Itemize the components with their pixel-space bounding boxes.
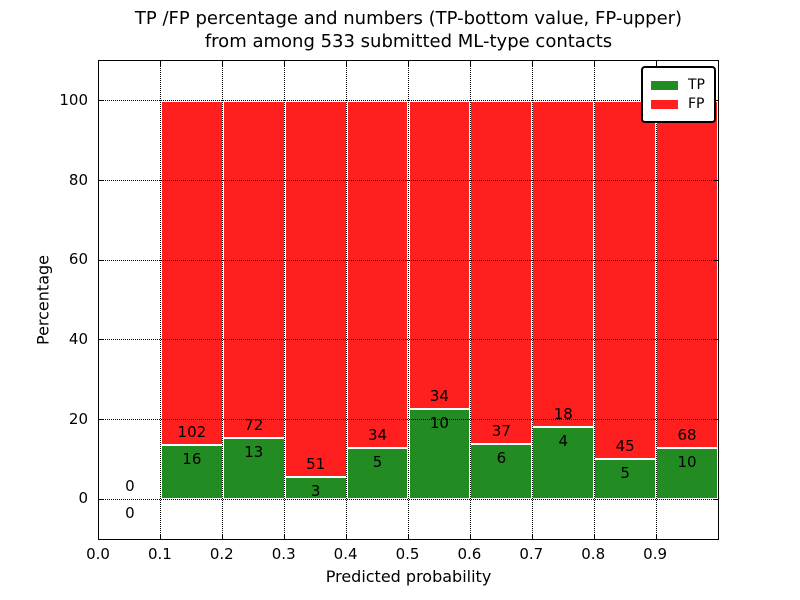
tp-count-label-0.1: 16 [182,450,202,469]
x-tick-label-0.8: 0.8 [581,545,606,563]
x-tick-label-0.6: 0.6 [457,545,482,563]
x-tick-label-0.3: 0.3 [271,545,296,563]
fp-count-label-0.5: 34 [429,386,449,405]
labels-layer: 0 0 102 16 72 13 51 3 34 5 34 10 37 6 18 4 45 5 68 10 [99,61,718,539]
bar-fp-0.1 [160,100,223,446]
y-tick-label-60: 60 [68,250,88,269]
chart-title-line2: from among 533 submitted ML-type contact… [204,31,613,52]
bar-tp-0.7 [532,426,595,500]
bar-tp-0.9 [656,448,718,500]
bar-fp-0.9 [656,100,718,449]
legend-label-tp: TP [688,77,705,93]
x-axis-label: Predicted probability [325,567,492,586]
fp-count-label-0.0: 0 [125,477,135,496]
bar-fp-0.8 [594,100,657,460]
fp-count-label-0.6: 37 [491,421,511,440]
y-tick-label-0: 0 [78,489,88,508]
y-tick-label-20: 20 [68,409,88,428]
legend-swatch-tp [651,80,678,90]
x-tick-label-0.0: 0.0 [86,545,110,563]
fp-count-label-0.9: 68 [677,426,697,445]
bar-tp-0.1 [160,445,223,500]
y-tick-label-80: 80 [68,170,88,189]
tp-count-label-0.6: 6 [496,448,507,467]
legend: TP FP [641,66,716,123]
tp-count-label-0.3: 3 [310,482,321,501]
x-tick-label-0.2: 0.2 [209,545,234,563]
fp-count-label-0.8: 45 [615,437,635,456]
tp-count-label-0.2: 13 [244,443,264,462]
bar-fp-0.4 [346,100,409,449]
x-tick-label-0.1: 0.1 [147,545,172,563]
legend-swatch-fp [651,99,678,109]
plot-area: 0 0 102 16 72 13 51 3 34 5 34 10 37 6 18 4 45 5 68 10 TP FP [98,60,719,540]
fp-count-label-0.4: 34 [368,426,388,445]
legend-item-fp: FP [651,96,705,112]
fp-count-label-0.1: 102 [177,423,207,442]
chart-title: TP /FP percentage and numbers (TP-bottom… [98,7,719,53]
x-tick-label-0.4: 0.4 [333,545,358,563]
legend-label-fp: FP [688,96,705,112]
x-tick-label-0.7: 0.7 [519,545,544,563]
fp-count-label-0.3: 51 [306,455,326,474]
tp-count-label-0.7: 4 [558,431,569,450]
tp-count-label-0.8: 5 [620,464,630,483]
chart-title-line1: TP /FP percentage and numbers (TP-bottom… [134,8,683,29]
y-tick-label-40: 40 [68,329,88,348]
tp-count-label-0.9: 10 [677,453,697,472]
legend-item-tp: TP [651,77,705,93]
x-tick-label-0.9: 0.9 [643,545,668,563]
tp-count-label-0.4: 5 [372,453,383,472]
fp-count-label-0.7: 18 [553,404,573,423]
tp-count-label-0.0: 0 [125,504,135,523]
bars-layer [99,61,718,539]
x-tick-label-0.5: 0.5 [395,545,420,563]
fp-count-label-0.2: 72 [244,416,264,435]
y-tick-label-100: 100 [59,90,88,109]
tp-count-label-0.5: 10 [429,413,449,432]
bar-tp-0.5 [408,408,471,500]
